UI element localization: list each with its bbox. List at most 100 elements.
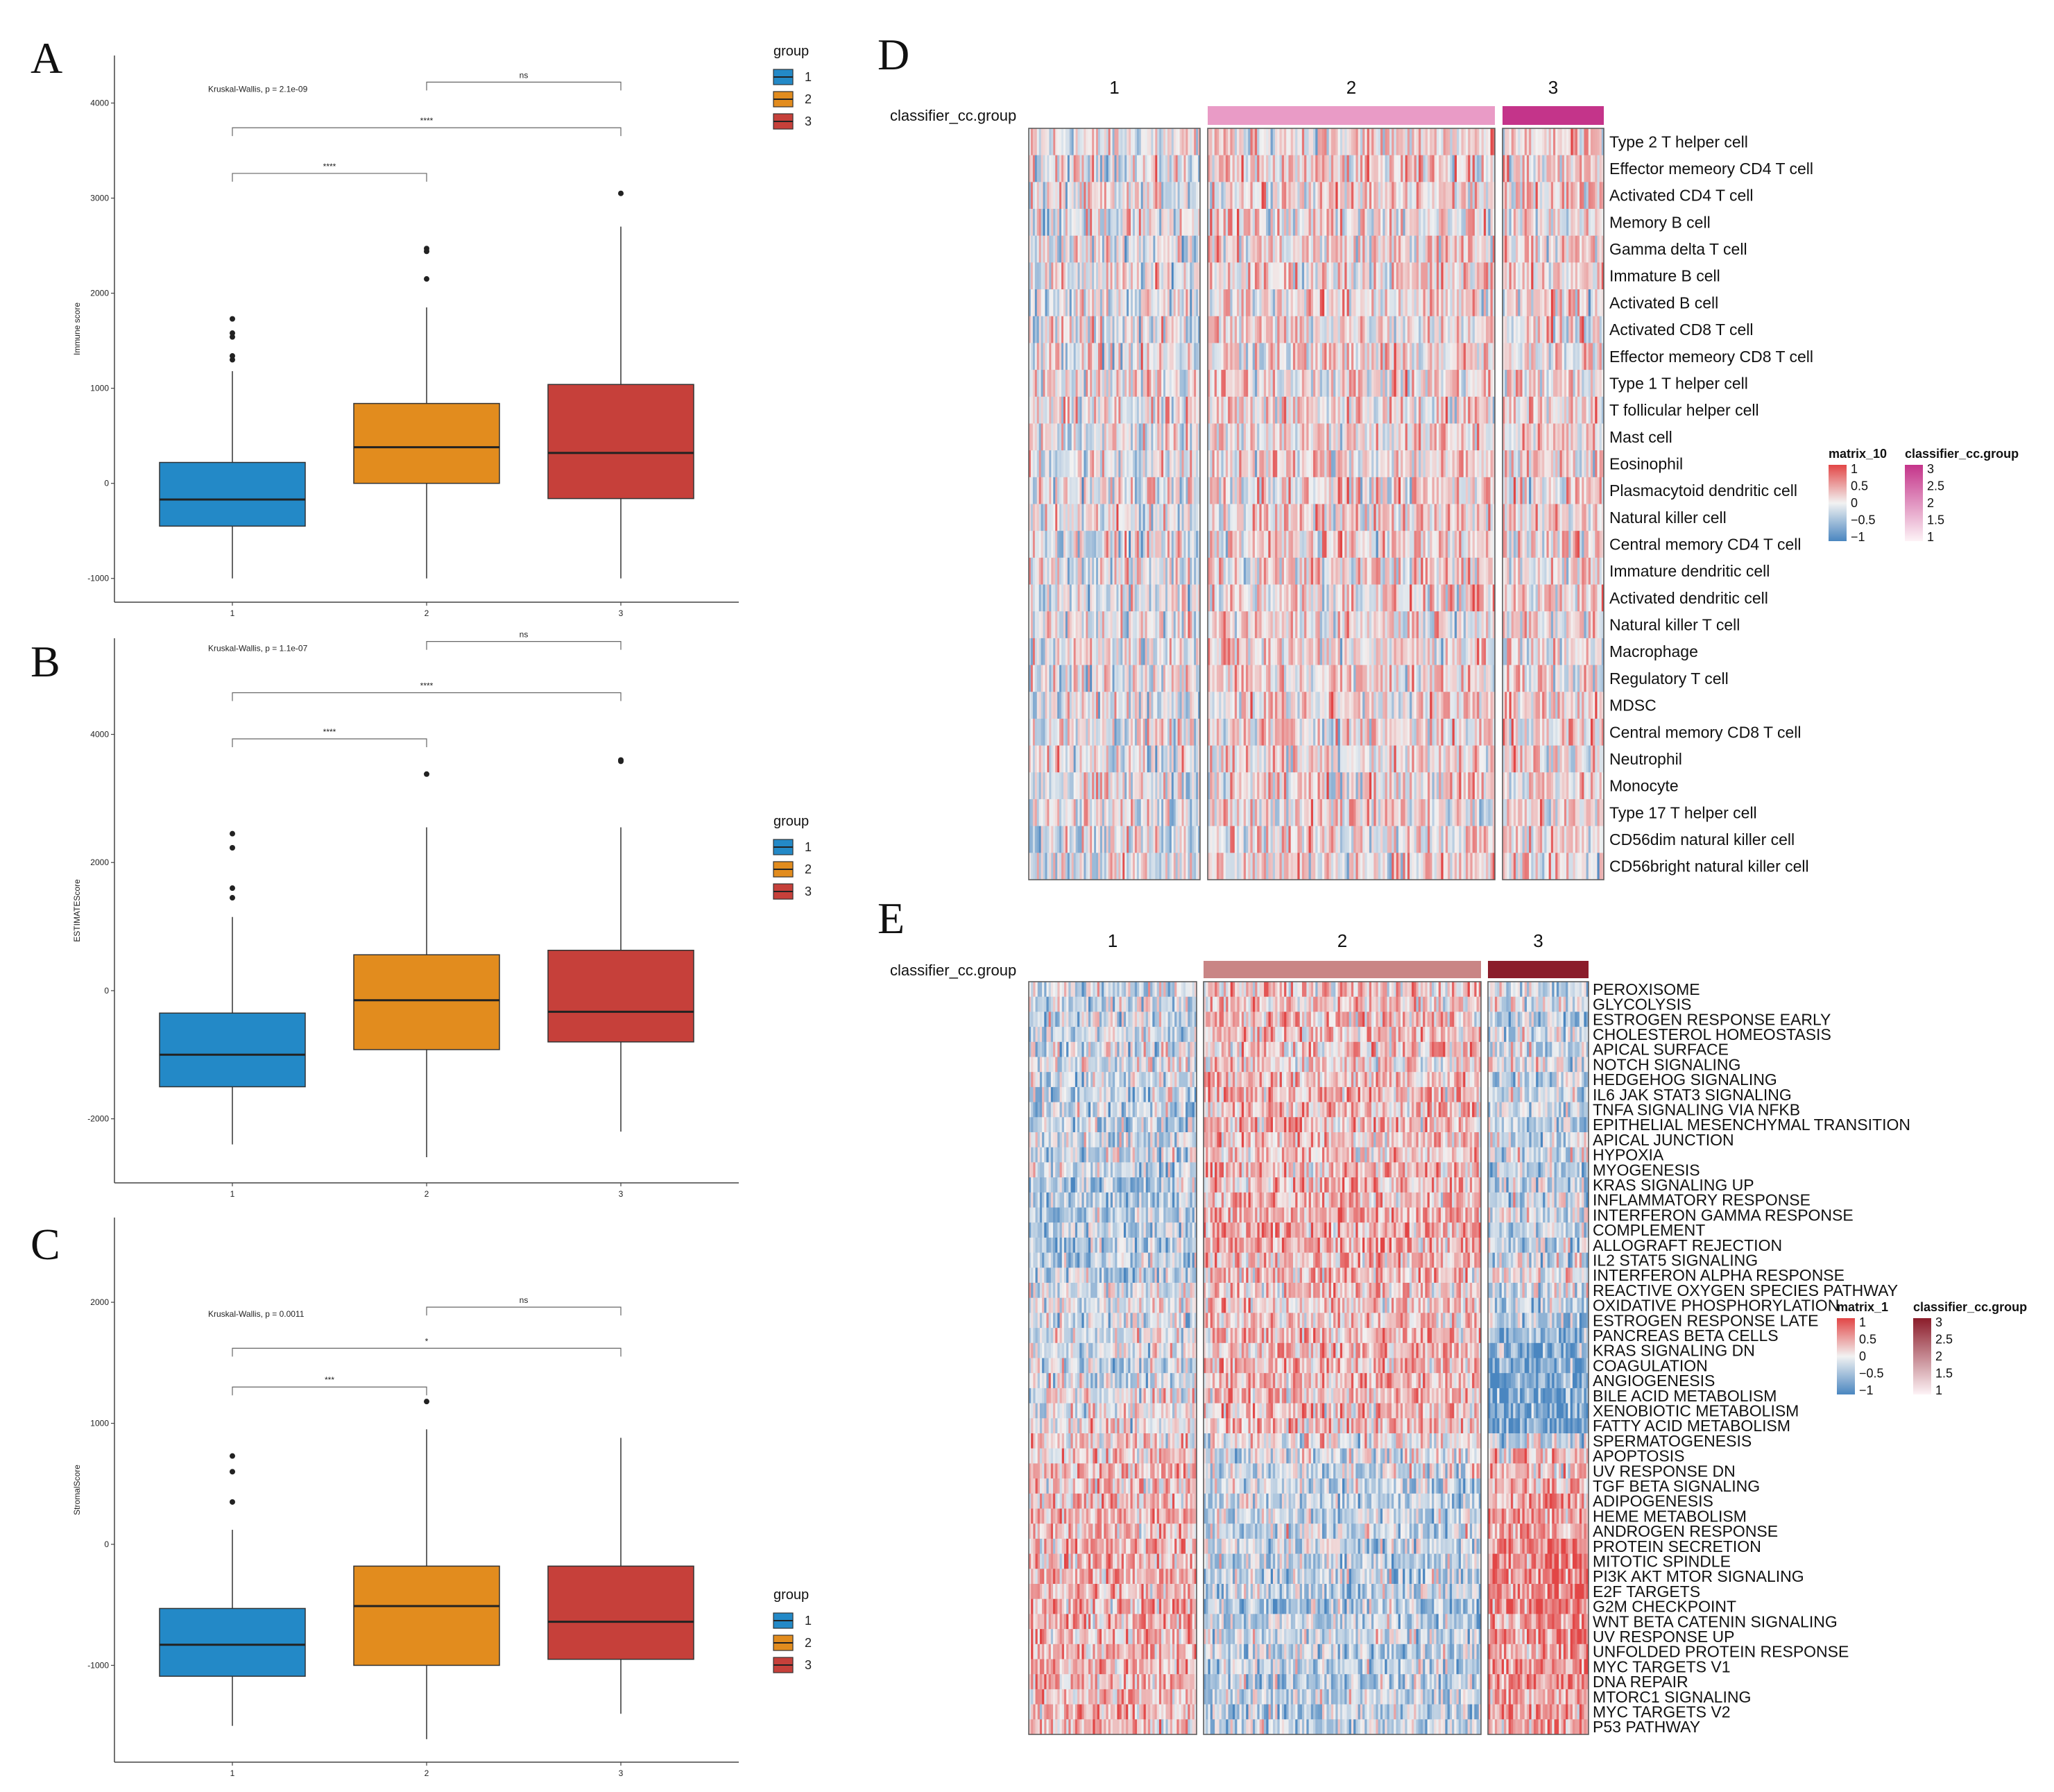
- heatmap-cell-d: [1078, 719, 1080, 746]
- heatmap-cell-d: [1188, 477, 1190, 504]
- heatmap-cell-d: [1153, 343, 1155, 370]
- heatmap-cell-d: [1383, 531, 1385, 558]
- heatmap-cell-d: [1167, 370, 1170, 397]
- heatmap-cell-d: [1072, 719, 1074, 746]
- heatmap-cell-d: [1468, 477, 1471, 504]
- heatmap-cell-d: [1441, 182, 1444, 209]
- heatmap-cell-d: [1043, 585, 1045, 612]
- heatmap-cell-d: [1453, 558, 1455, 585]
- heatmap-cell-d: [1109, 611, 1111, 638]
- heatmap-cell-d: [1061, 665, 1063, 692]
- heatmap-cell-d: [1277, 531, 1280, 558]
- heatmap-cell-d: [1468, 128, 1471, 155]
- heatmap-cell-d: [1120, 799, 1122, 826]
- heatmap-cell-d: [1401, 182, 1403, 209]
- heatmap-cell-d: [1351, 558, 1354, 585]
- heatmap-cell-d: [1364, 585, 1367, 612]
- heatmap-cell-d: [1255, 450, 1258, 477]
- heatmap-cell-d: [1349, 423, 1352, 450]
- heatmap-cell-d: [1131, 826, 1133, 853]
- heatmap-cell-d: [1081, 289, 1084, 316]
- heatmap-cell-d: [1448, 558, 1450, 585]
- heatmap-cell-d: [1161, 397, 1163, 424]
- heatmap-cell-d: [1315, 611, 1318, 638]
- heatmap-cell-d: [1159, 853, 1161, 880]
- heatmap-cell-d: [1037, 316, 1039, 343]
- heatmap-cell-d: [1275, 236, 1278, 263]
- heatmap-cell-d: [1320, 316, 1323, 343]
- heatmap-cell-d: [1484, 262, 1487, 289]
- heatmap-cell-d: [1183, 343, 1186, 370]
- heatmap-cell-d: [1401, 370, 1403, 397]
- heatmap-cell-d: [1061, 853, 1063, 880]
- heatmap-cell-d: [1459, 397, 1462, 424]
- heatmap-cell-d: [1076, 370, 1078, 397]
- heatmap-cell-d: [1331, 531, 1334, 558]
- heatmap-cell-d: [1078, 799, 1080, 826]
- heatmap-cell-d: [1351, 209, 1354, 236]
- heatmap-cell-d: [1421, 155, 1423, 182]
- heatmap-cell-d: [1309, 477, 1312, 504]
- heatmap-cell-d: [1479, 182, 1482, 209]
- heatmap-cell-d: [1157, 692, 1159, 719]
- heatmap-cell-d: [1426, 236, 1428, 263]
- heatmap-cell-d: [1473, 585, 1475, 612]
- heatmap-cell-d: [1432, 423, 1435, 450]
- heatmap-cell-d: [1389, 262, 1392, 289]
- heatmap-cell-d: [1068, 611, 1070, 638]
- heatmap-cell-d: [1163, 289, 1165, 316]
- heatmap-cell-d: [1109, 638, 1111, 665]
- heatmap-cell-d: [1228, 262, 1231, 289]
- heatmap-cell-d: [1182, 128, 1184, 155]
- heatmap-cell-d: [1306, 397, 1309, 424]
- heatmap-cell-d: [1324, 585, 1327, 612]
- heatmap-cell-d: [1104, 692, 1106, 719]
- heatmap-cell-d: [1392, 128, 1394, 155]
- heatmap-cell-d: [1417, 558, 1419, 585]
- heatmap-cell-d: [1118, 128, 1120, 155]
- heatmap-cell-d: [1116, 477, 1118, 504]
- box-c-1: [160, 1608, 305, 1676]
- heatmap-cell-d: [1057, 289, 1059, 316]
- heatmap-cell-d: [1268, 370, 1271, 397]
- heatmap-cell-d: [1072, 370, 1074, 397]
- heatmap-cell-d: [1217, 585, 1219, 612]
- heatmap-cell-d: [1477, 423, 1480, 450]
- heatmap-cell-d: [1221, 558, 1224, 585]
- heatmap-cell-d: [1407, 289, 1410, 316]
- heatmap-cell-d: [1329, 343, 1332, 370]
- heatmap-cell-d: [1473, 316, 1475, 343]
- heatmap-cell-d: [1151, 772, 1153, 799]
- heatmap-cell-d: [1143, 128, 1145, 155]
- heatmap-cell-d: [1311, 611, 1314, 638]
- heatmap-cell-d: [1230, 236, 1233, 263]
- heatmap-cell-d: [1291, 262, 1294, 289]
- heatmap-cell-d: [1176, 772, 1178, 799]
- heatmap-cell-d: [1115, 585, 1117, 612]
- heatmap-cell-d: [1226, 423, 1229, 450]
- heatmap-cell-d: [1453, 423, 1455, 450]
- heatmap-cell-d: [1115, 611, 1117, 638]
- heatmap-cell-d: [1163, 611, 1165, 638]
- heatmap-cell-d: [1176, 477, 1178, 504]
- heatmap-cell-d: [1464, 182, 1466, 209]
- heatmap-cell-d: [1141, 638, 1143, 665]
- heatmap-cell-d: [1174, 558, 1176, 585]
- heatmap-cell-d: [1188, 585, 1190, 612]
- heatmap-cell-d: [1074, 397, 1076, 424]
- heatmap-cell-d: [1045, 772, 1047, 799]
- heatmap-cell-d: [1051, 638, 1053, 665]
- y-tick-label-b: 0: [104, 986, 109, 996]
- heatmap-cell-d: [1155, 611, 1157, 638]
- heatmap-cell-d: [1051, 826, 1053, 853]
- heatmap-cell-d: [1349, 397, 1352, 424]
- heatmap-cell-d: [1455, 611, 1457, 638]
- heatmap-cell-d: [1473, 209, 1475, 236]
- heatmap-cell-d: [1041, 343, 1043, 370]
- heatmap-cell-d: [1111, 692, 1113, 719]
- heatmap-cell-d: [1127, 558, 1129, 585]
- heatmap-cell-d: [1302, 423, 1305, 450]
- heatmap-cell-d: [1324, 477, 1327, 504]
- heatmap-cell-d: [1210, 450, 1213, 477]
- heatmap-cell-d: [1109, 665, 1111, 692]
